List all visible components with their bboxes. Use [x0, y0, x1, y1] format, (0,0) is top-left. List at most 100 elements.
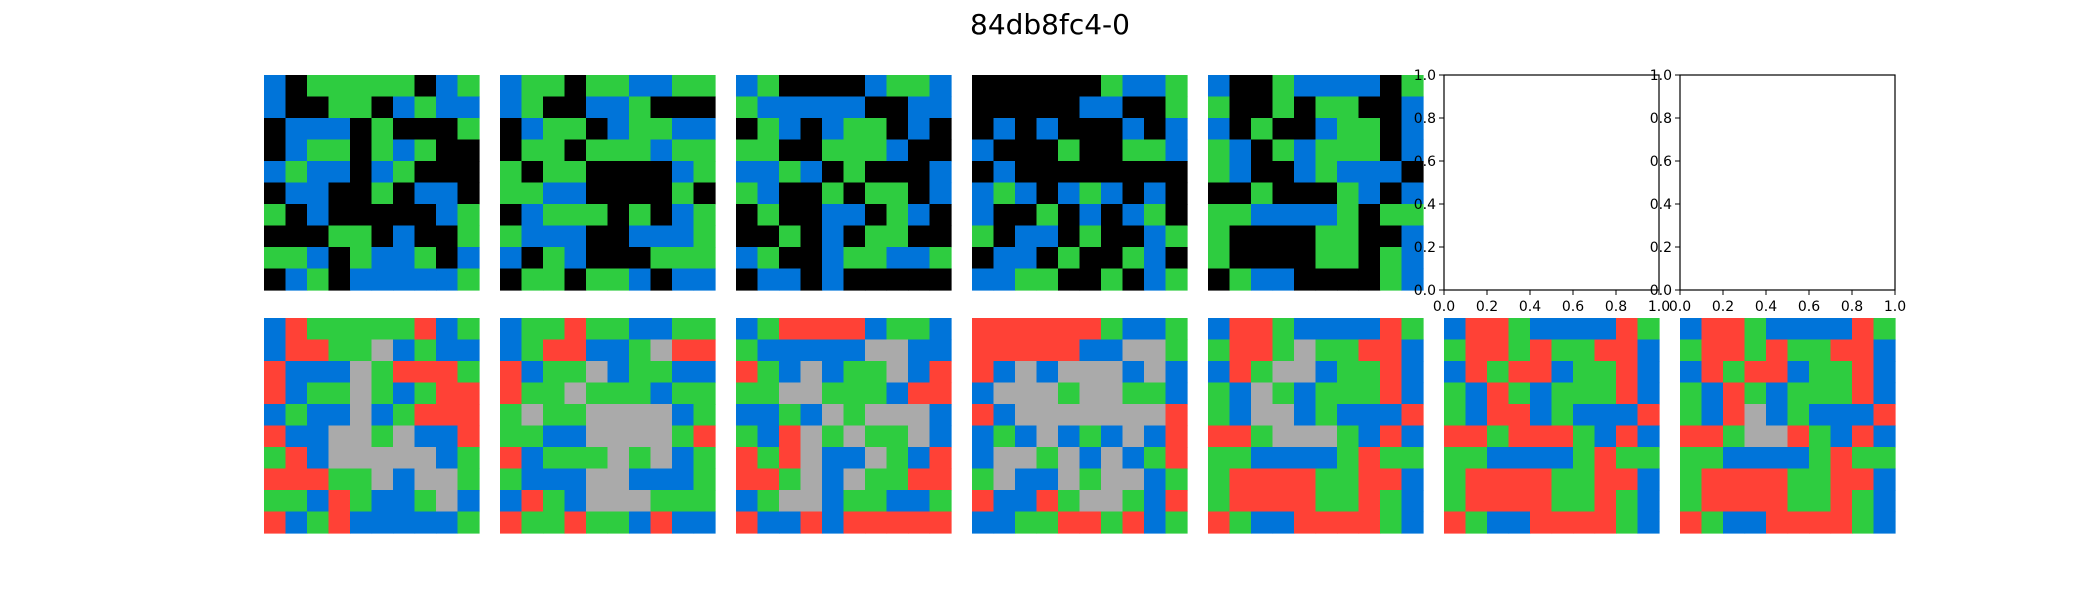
- grid-cell: [1358, 118, 1381, 141]
- grid-cell: [1165, 511, 1188, 534]
- grid-cell: [1551, 361, 1574, 384]
- grid-cell: [1744, 425, 1767, 448]
- grid-cell: [500, 182, 523, 205]
- grid-cell: [757, 361, 780, 384]
- grid-cell: [1229, 447, 1252, 470]
- grid-cell: [1594, 339, 1617, 362]
- grid-cell: [1766, 318, 1789, 341]
- grid-cell: [843, 139, 866, 162]
- grid-cell: [800, 268, 823, 291]
- grid-cell: [436, 339, 459, 362]
- grid-cell: [1229, 361, 1252, 384]
- grid-cell: [1294, 118, 1317, 141]
- grid-cell: [1251, 447, 1274, 470]
- grid-cell: [1680, 490, 1703, 513]
- grid-cell: [929, 268, 952, 291]
- grid-cell: [1036, 182, 1059, 205]
- grid-cell: [843, 118, 866, 141]
- grid-cell: [564, 182, 587, 205]
- grid-cell: [1337, 404, 1360, 427]
- grid-cell: [1787, 425, 1810, 448]
- grid-cell: [307, 182, 330, 205]
- grid-cell: [393, 118, 416, 141]
- grid-cell: [1208, 268, 1231, 291]
- grid-cell: [822, 268, 845, 291]
- grid-cell: [328, 382, 351, 405]
- grid-cell: [1873, 404, 1896, 427]
- grid-cell: [972, 247, 995, 270]
- grid-cell: [993, 447, 1016, 470]
- grid-cell: [1358, 339, 1381, 362]
- grid-cell: [672, 225, 695, 248]
- y-tick-label: 0.0: [1414, 283, 1436, 299]
- grid-cell: [1101, 139, 1124, 162]
- grid-cell: [414, 404, 437, 427]
- grid-cell: [993, 268, 1016, 291]
- grid-cell: [972, 118, 995, 141]
- grid-cell: [672, 447, 695, 470]
- grid-cell: [1144, 204, 1167, 227]
- grid-cell: [436, 318, 459, 341]
- grid-cell: [264, 75, 287, 98]
- grid-cell: [285, 382, 308, 405]
- grid-cell: [1680, 425, 1703, 448]
- grid-cell: [436, 247, 459, 270]
- grid-cell: [393, 339, 416, 362]
- grid-cell: [800, 318, 823, 341]
- grid-cell: [500, 161, 523, 184]
- grid-cell: [972, 318, 995, 341]
- grid-cell: [1337, 382, 1360, 405]
- grid-cell: [972, 404, 995, 427]
- grid-cell: [500, 139, 523, 162]
- grid-cell: [307, 511, 330, 534]
- grid-cell: [586, 511, 609, 534]
- grid-cell: [757, 75, 780, 98]
- grid-cell: [307, 490, 330, 513]
- grid-cell: [1036, 118, 1059, 141]
- grid-cell: [1144, 468, 1167, 491]
- grid-cell: [1122, 511, 1145, 534]
- grid-cell: [371, 118, 394, 141]
- grid-cell: [886, 511, 909, 534]
- grid-cell: [757, 96, 780, 119]
- grid-cell: [843, 382, 866, 405]
- grid-cell: [1380, 225, 1403, 248]
- grid-cell: [350, 490, 373, 513]
- grid-cell: [1444, 425, 1467, 448]
- grid-cell: [1594, 425, 1617, 448]
- grid-cell: [1358, 247, 1381, 270]
- grid-cell: [1680, 382, 1703, 405]
- grid-cell: [1701, 318, 1724, 341]
- grid-cell: [1465, 404, 1488, 427]
- grid-cell: [393, 490, 416, 513]
- x-tick-label: 0.0: [1669, 299, 1691, 315]
- grid-cell: [1101, 182, 1124, 205]
- grid-cell: [543, 447, 566, 470]
- grid-cell: [1079, 247, 1102, 270]
- grid-cell: [1487, 425, 1510, 448]
- grid-cell: [1465, 490, 1488, 513]
- grid-cell: [929, 490, 952, 513]
- grid-cell: [436, 96, 459, 119]
- grid-cell: [1294, 182, 1317, 205]
- grid-cell: [1101, 75, 1124, 98]
- grid-cell: [350, 468, 373, 491]
- grid-cell: [1830, 425, 1853, 448]
- grid-cell: [1079, 161, 1102, 184]
- grid-cell: [264, 268, 287, 291]
- grid-cell: [1723, 490, 1746, 513]
- grid-cell: [1101, 96, 1124, 119]
- grid-cell: [586, 96, 609, 119]
- grid-cell: [1144, 96, 1167, 119]
- grid-cell: [1229, 382, 1252, 405]
- grid-cell: [1358, 468, 1381, 491]
- grid-cell: [865, 511, 888, 534]
- grid-cell: [1594, 361, 1617, 384]
- grid-cell: [543, 75, 566, 98]
- grid-cell: [307, 468, 330, 491]
- grid-cell: [650, 361, 673, 384]
- grid-cell: [800, 468, 823, 491]
- grid-cell: [1208, 490, 1231, 513]
- grid-cell: [1380, 425, 1403, 448]
- grid-cell: [1830, 318, 1853, 341]
